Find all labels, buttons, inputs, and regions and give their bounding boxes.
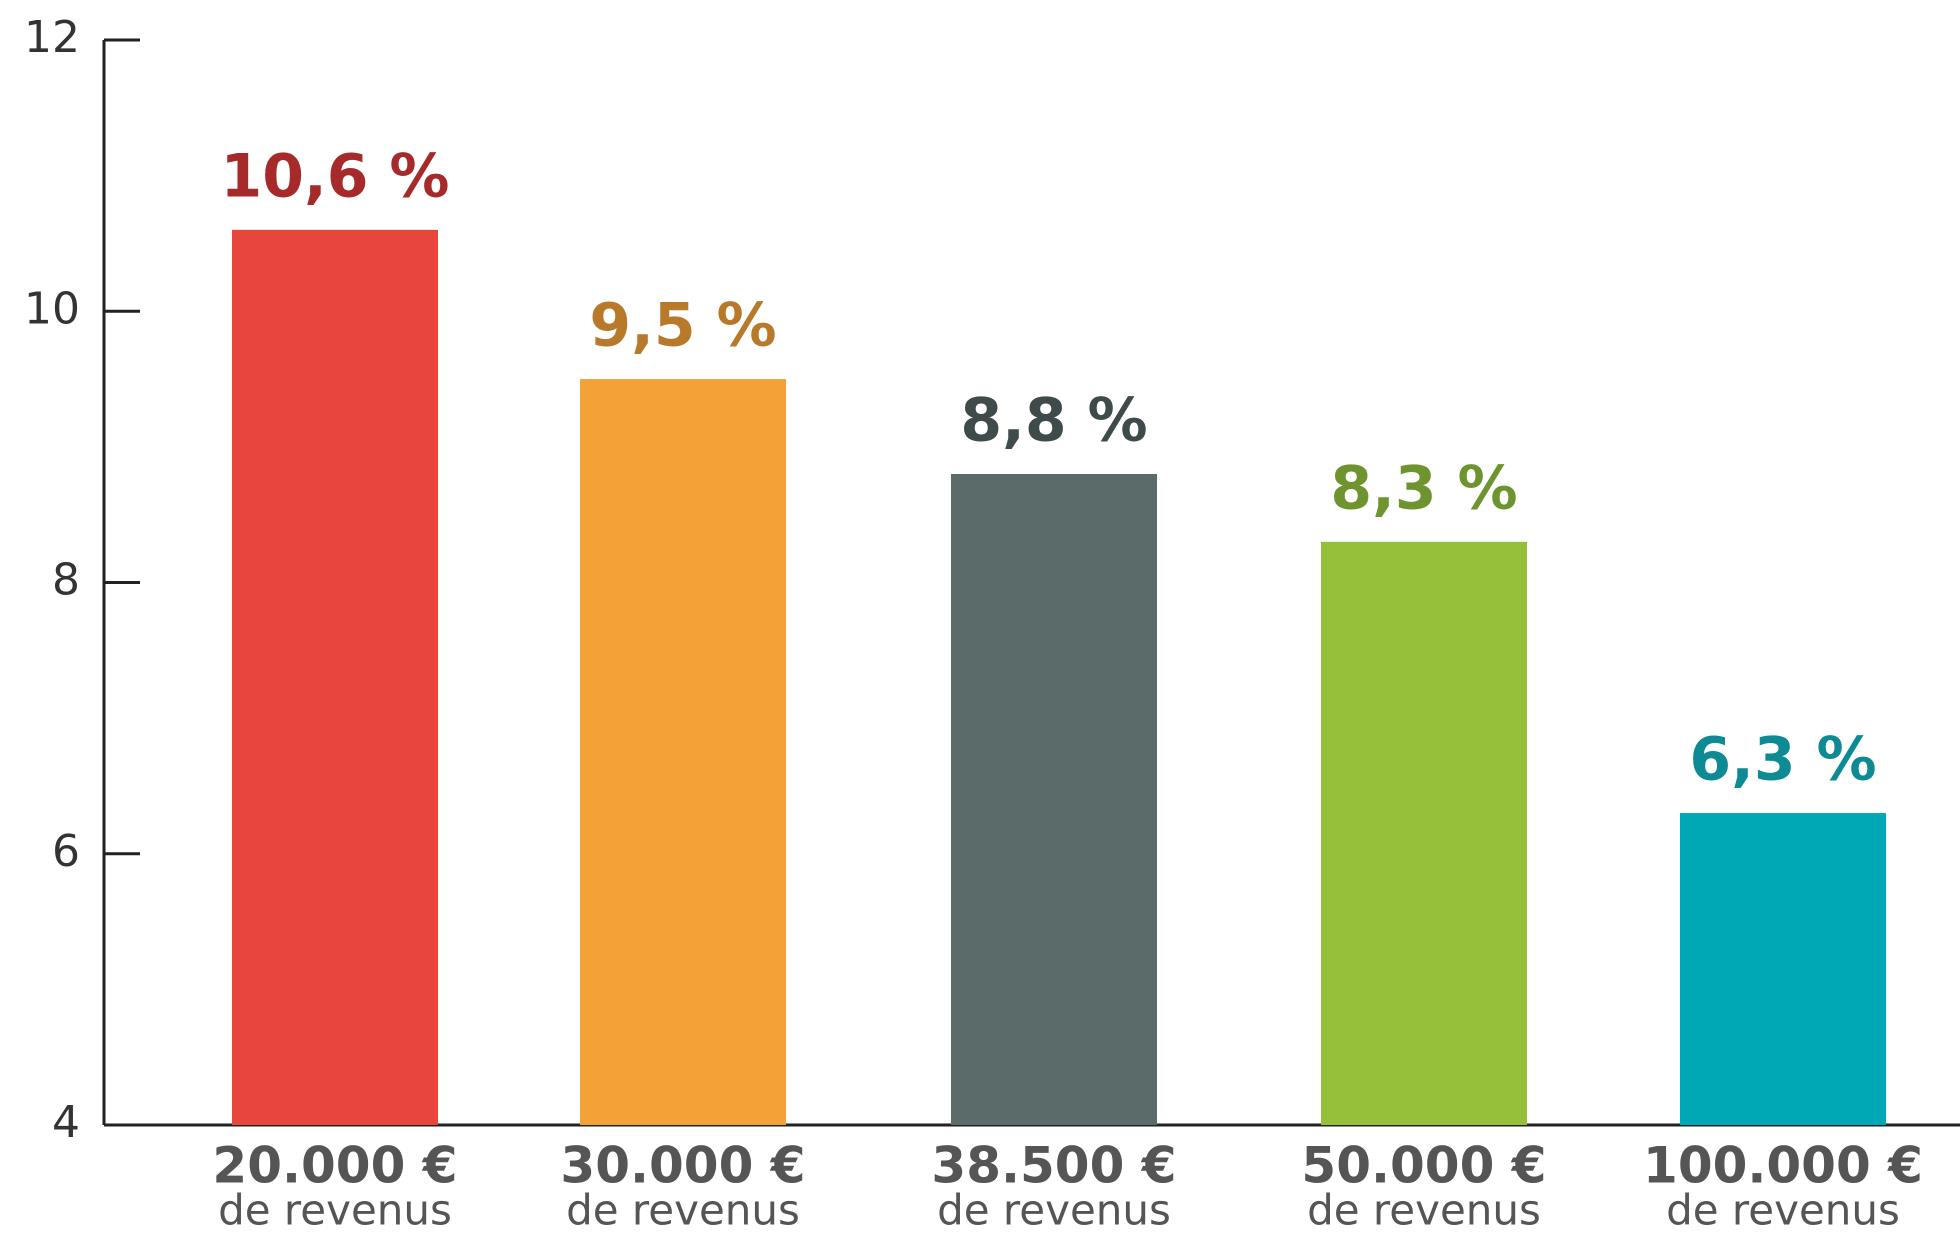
bar [951, 474, 1157, 1125]
y-tick-label: 12 [24, 12, 80, 63]
y-tick-label: 4 [52, 1097, 80, 1148]
bar [580, 379, 786, 1125]
x-tick-label: 100.000 € [1643, 1137, 1923, 1195]
bar [1680, 813, 1886, 1125]
value-label: 8,8 % [960, 386, 1147, 456]
bar [1321, 541, 1527, 1125]
bar [232, 229, 438, 1125]
x-tick-sublabel: de revenus [937, 1186, 1171, 1233]
y-tick-label: 10 [24, 283, 80, 334]
value-label: 8,3 % [1330, 453, 1517, 523]
value-label: 6,3 % [1689, 725, 1876, 795]
x-tick-label: 30.000 € [560, 1137, 805, 1195]
x-tick-sublabel: de revenus [1666, 1186, 1900, 1233]
value-label: 10,6 % [220, 141, 449, 211]
x-tick-label: 20.000 € [212, 1137, 457, 1195]
x-tick-sublabel: de revenus [218, 1186, 452, 1233]
y-tick-label: 8 [52, 555, 80, 606]
value-label: 9,5 % [589, 291, 776, 361]
x-tick-label: 38.500 € [931, 1137, 1176, 1195]
y-tick-label: 6 [52, 826, 80, 877]
x-tick-label: 50.000 € [1301, 1137, 1546, 1195]
x-tick-sublabel: de revenus [566, 1186, 800, 1233]
x-tick-sublabel: de revenus [1307, 1186, 1541, 1233]
